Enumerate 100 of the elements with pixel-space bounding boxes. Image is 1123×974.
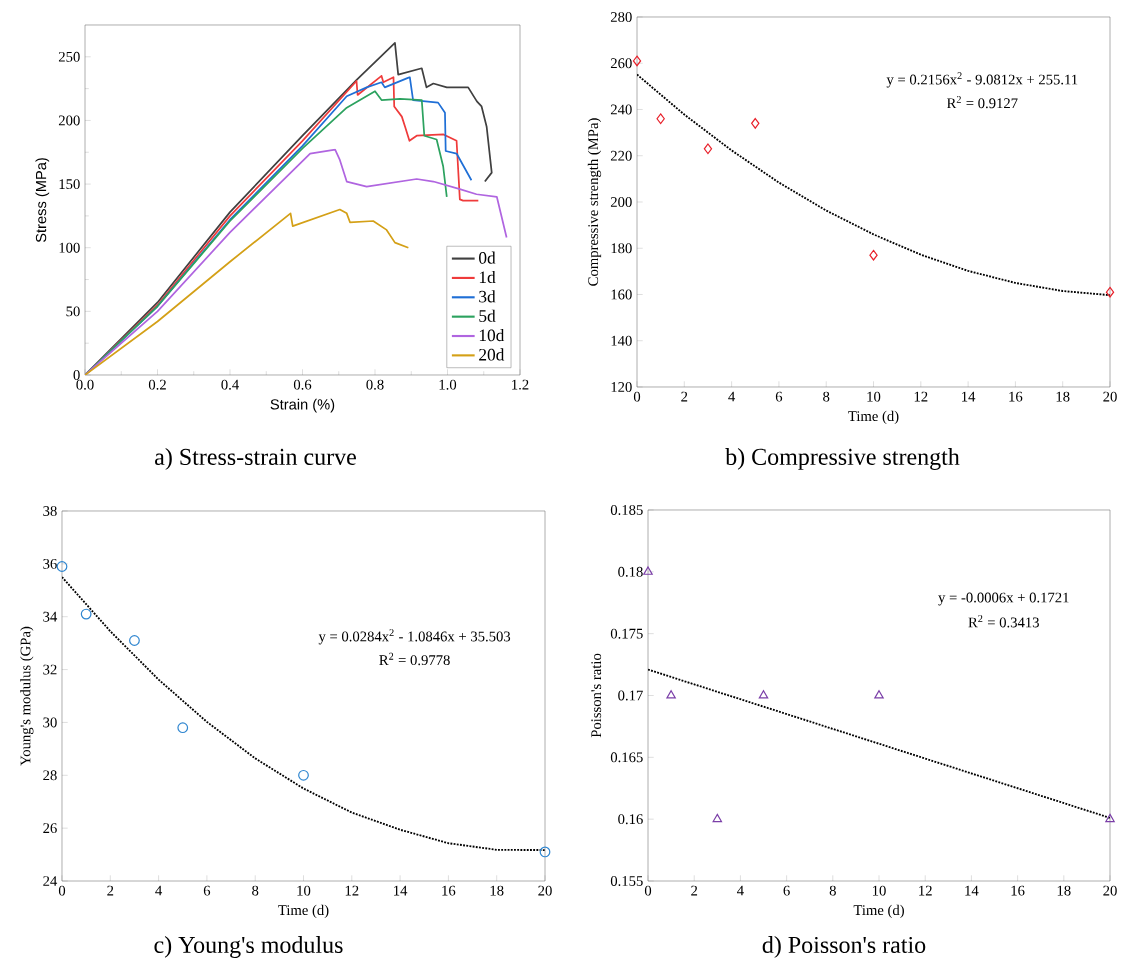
annotation: y = 0.0284x$^{2}$ - 1.0846x + 35.503 [318,629,511,645]
legend-label: 0d [479,251,496,264]
text: d) Poisson's ratio [762,936,926,958]
y-axis-title: Stress (MPa) [35,158,50,243]
y-tick-label: 26 [43,823,57,834]
point [539,846,551,858]
point [869,249,878,261]
y-tick-label: 0.185 [610,505,643,515]
y-tick-label: 260 [610,58,632,69]
y-tick-label: 140 [611,335,632,346]
y-tick-label: 180 [611,243,632,254]
legend-label: 20d [479,348,505,361]
x-tick-label: 2 [691,885,698,896]
x-axis-title: Time (d) [853,904,904,919]
line-series [637,73,1111,297]
y-tick-label: 200 [610,197,632,207]
point [298,769,309,781]
y-tick-label: 24 [43,876,58,886]
annotation: y = 0.2156x$^{2}$ - 9.0812x + 255.11 [886,72,1078,88]
x-tick-label: 14 [965,885,979,896]
x-tick-label: 0.4 [221,379,239,390]
x-tick-label: 12 [914,391,928,402]
y-tick-label: 0.16 [618,814,643,825]
point [1105,813,1115,823]
x-tick-label: 4 [728,391,736,402]
x-tick-label: 0.8 [366,379,384,390]
point [177,722,189,734]
legend-label: 3d [479,290,496,303]
x-tick-label: 4 [155,885,163,896]
x-tick-label: 2 [107,885,114,896]
x-tick-label: 16 [442,885,456,896]
y-tick-label: 30 [43,717,57,728]
x-tick-label: 18 [1057,885,1071,896]
annotation: R$^{2}$ = 0.9778 [379,652,450,666]
point [129,635,140,646]
y-tick-label: 250 [58,51,80,62]
y-tick-label: 150 [59,179,80,190]
x-tick-label: 16 [1011,885,1025,896]
legend-label: 10d [479,329,505,342]
x-tick-label: 18 [490,885,504,896]
x-tick-label: 10 [297,885,311,896]
x-tick-label: 6 [775,391,783,402]
x-tick-label: 8 [252,885,259,896]
y-tick-label: 120 [611,382,632,392]
point [1105,286,1115,298]
x-tick-label: 1.2 [512,379,529,390]
point [712,813,723,823]
x-tick-label: 8 [829,885,836,896]
x-tick-label: 8 [823,391,830,402]
x-tick-label: 10 [872,885,886,896]
y-tick-label: 0.17 [618,690,643,701]
y-axis-title: Compressive strength (MPa) [587,118,602,286]
x-tick-label: 0.0 [76,379,94,390]
x-tick-label: 6 [203,885,211,896]
y-tick-label: 38 [43,506,57,516]
y-tick-label: 34 [43,611,58,622]
x-tick-label: 12 [345,885,359,896]
point [758,690,769,699]
point [666,690,676,699]
line-series [85,208,410,375]
point [643,566,653,575]
x-tick-label: 1.0 [439,379,457,390]
point [632,55,642,67]
x-tick-label: 16 [1009,391,1023,402]
y-tick-label: 160 [611,289,632,300]
x-tick-label: 20 [1103,391,1117,402]
point [703,143,713,155]
x-tick-label: 20 [1103,885,1117,896]
y-tick-label: 50 [66,306,80,317]
text: b) Compressive strength [725,448,960,470]
x-tick-label: 12 [919,885,932,896]
y-tick-label: 0.175 [610,628,643,639]
legend-label: 5d [479,309,496,322]
line-series [62,576,546,852]
x-tick-label: 18 [1056,391,1070,402]
y-tick-label: 200 [58,115,80,126]
text: a) Stress-strain curve [155,448,356,470]
annotation: R$^{2}$ = 0.3413 [968,615,1039,628]
x-tick-label: 2 [681,391,688,402]
y-tick-label: 0.165 [610,752,643,763]
text: c) Young's modulus [154,936,343,958]
point [56,561,68,572]
annotation: R$^{2}$ = 0.9127 [946,95,1018,109]
point [80,608,92,620]
y-tick-label: 36 [43,558,57,569]
y-tick-label: 280 [610,12,632,22]
point [751,117,760,129]
y-axis-title: Poisson's ratio [591,653,602,738]
x-tick-label: 20 [538,885,552,896]
point [874,690,884,699]
x-axis-title: Time (d) [278,904,329,919]
y-tick-label: 32 [43,664,57,675]
x-axis-title: Time (d) [848,410,899,425]
y-tick-label: 0.18 [618,566,643,577]
x-tick-label: 6 [783,885,790,896]
legend-label: 1d [479,270,496,284]
x-axis-title: Strain (%) [270,398,335,413]
y-tick-label: 100 [59,242,80,253]
x-tick-label: 4 [737,885,744,896]
y-axis-title: Young's modulus (GPa) [20,626,34,766]
